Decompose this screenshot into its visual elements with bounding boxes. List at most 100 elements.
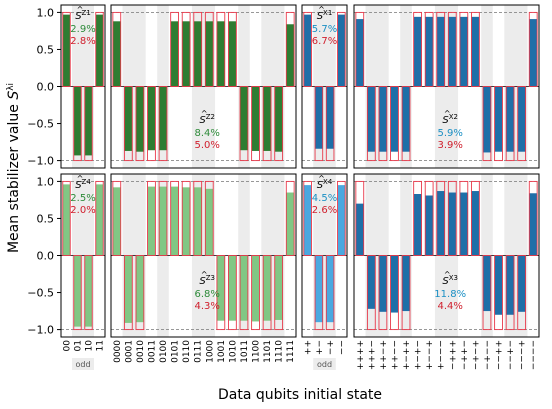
bar: [159, 86, 167, 151]
x-tick-label: −−++: [495, 340, 505, 370]
ideal-outline-bar: [528, 11, 538, 87]
y-tick-label: 0.0: [37, 250, 55, 263]
ideal-outline-bar: [285, 180, 295, 256]
ideal-outline-bar: [337, 180, 346, 256]
bar: [303, 14, 312, 87]
y-tick-label: −1.0: [27, 155, 54, 168]
bar: [124, 86, 133, 151]
bar: [413, 194, 422, 256]
bar: [436, 191, 445, 256]
ideal-outline-bar: [355, 180, 365, 256]
bar: [355, 19, 364, 87]
odd-bracket: [313, 358, 336, 370]
ideal-outline-bar: [239, 86, 249, 162]
hat-mark: ^: [77, 5, 84, 14]
x-axis-label: Data qubits initial state: [218, 387, 382, 403]
percent-bottom: 3.9%: [437, 140, 462, 151]
ideal-outline-bar: [112, 180, 122, 256]
bar: [73, 86, 82, 156]
bar: [135, 86, 144, 152]
bar: [95, 184, 104, 256]
bar: [216, 255, 225, 321]
ideal-outline-bar: [390, 86, 399, 162]
x-tick-label: 1010: [228, 340, 238, 363]
bar: [413, 16, 422, 87]
bar: [251, 255, 260, 322]
bar: [73, 255, 82, 327]
bar: [263, 86, 272, 151]
bar: [459, 16, 468, 87]
panel-z2: SZ2^8.4%5.0%: [110, 4, 297, 169]
ideal-outline-bar: [73, 255, 82, 331]
y-tick-label: −0.5: [27, 118, 54, 131]
ideal-outline-bar: [228, 255, 237, 331]
ideal-outline-bar: [366, 255, 376, 331]
ideal-outline-bar: [325, 86, 335, 162]
ideal-outline-bar: [413, 180, 422, 256]
bar: [84, 86, 93, 156]
ideal-outline-bar: [314, 255, 324, 331]
panel-x2: SX2^5.9%3.9%: [353, 4, 540, 169]
ideal-outline-bar: [390, 255, 399, 331]
bar: [62, 184, 71, 256]
ideal-outline-bar: [355, 11, 365, 87]
ideal-outline-bar: [366, 86, 376, 162]
percent-top: 4.5%: [312, 193, 337, 204]
ideal-outline-bar: [517, 86, 527, 162]
percent-bottom: 4.3%: [194, 301, 219, 312]
bar: [170, 186, 179, 256]
bar: [274, 86, 283, 152]
bar: [62, 14, 71, 87]
ideal-outline-bar: [95, 11, 104, 87]
bar: [84, 255, 93, 327]
x-tick-label: +++−: [367, 340, 377, 370]
ideal-outline-bar: [505, 255, 515, 331]
bar: [459, 192, 468, 256]
ideal-outline-bar: [262, 86, 272, 162]
bar: [124, 255, 133, 323]
bar: [159, 186, 167, 256]
bar: [367, 86, 376, 152]
percent-bottom: 2.6%: [312, 205, 337, 216]
ideal-outline-bar: [204, 180, 214, 256]
ideal-outline-bar: [494, 255, 503, 331]
bar: [448, 16, 457, 87]
x-tick-label: 1100: [252, 340, 262, 363]
ideal-outline-bar: [274, 255, 284, 331]
bar: [240, 86, 248, 151]
bar: [517, 86, 526, 152]
x-tick-label: 11: [96, 340, 106, 351]
bar: [228, 255, 237, 321]
x-tick-label: 1001: [217, 340, 227, 363]
bar: [182, 187, 191, 256]
ideal-outline-bar: [135, 86, 145, 162]
ideal-outline-bar: [193, 180, 203, 256]
ideal-outline-bar: [158, 86, 168, 162]
ideal-outline-bar: [251, 86, 260, 162]
x-tick-label: ++−+: [379, 340, 389, 370]
bar: [170, 21, 179, 87]
bar: [147, 86, 156, 151]
ideal-outline-bar: [459, 180, 469, 256]
percent-bottom: 6.7%: [312, 36, 337, 47]
x-tick-label: 0010: [136, 340, 146, 363]
ideal-outline-bar: [170, 11, 179, 87]
bar: [378, 86, 387, 152]
bar: [274, 255, 283, 320]
percent-top: 2.9%: [70, 24, 95, 35]
x-tick-label: ++: [304, 340, 314, 355]
bar: [135, 255, 144, 323]
bar: [286, 192, 295, 256]
bar: [471, 191, 480, 256]
bar: [494, 86, 503, 152]
ideal-outline-bar: [413, 11, 422, 87]
ideal-outline-bar: [314, 86, 324, 162]
bar: [205, 188, 214, 256]
ideal-outline-bar: [181, 180, 191, 256]
bar: [216, 21, 225, 87]
percent-top: 6.8%: [194, 289, 219, 300]
x-tick-label: 0011: [147, 340, 157, 363]
ideal-outline-bar: [62, 180, 71, 256]
